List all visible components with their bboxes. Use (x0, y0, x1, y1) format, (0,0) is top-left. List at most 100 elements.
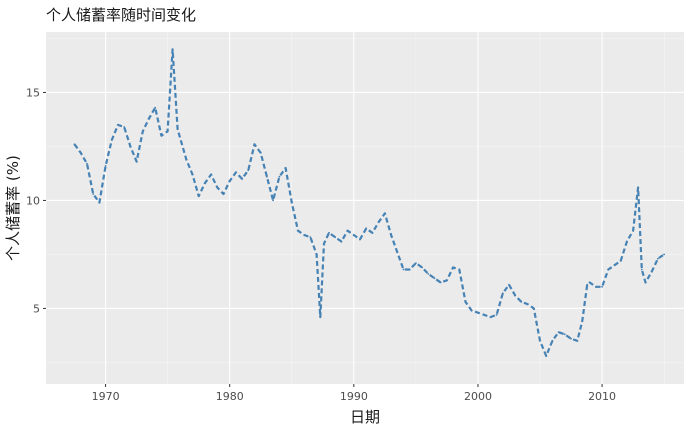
data-point (396, 251, 399, 254)
data-point (464, 301, 467, 303)
data-point (613, 264, 616, 267)
data-point (284, 167, 287, 169)
data-point (359, 238, 361, 241)
data-point (657, 257, 659, 260)
data-point (595, 285, 597, 288)
data-point (185, 158, 188, 161)
data-point (352, 234, 355, 236)
data-point (637, 186, 639, 189)
chart-title: 个人储蓄率随时间变化 (46, 6, 196, 24)
x-tick-label: 2000 (464, 390, 492, 403)
data-point (197, 195, 200, 198)
data-point (315, 253, 318, 256)
data-point (532, 307, 535, 310)
data-point (371, 231, 374, 234)
data-point (495, 314, 498, 316)
data-point (266, 175, 268, 178)
data-point (433, 277, 436, 280)
minor-grid-lines (46, 32, 684, 384)
data-point (588, 281, 591, 284)
data-point (576, 339, 579, 342)
data-point (191, 173, 194, 176)
data-point (222, 193, 225, 195)
data-point (601, 285, 603, 288)
data-point (323, 242, 325, 245)
data-point (129, 145, 132, 148)
x-tick-label: 1990 (340, 390, 368, 403)
data-point (551, 339, 554, 342)
y-axis-title: 个人储蓄率 (%) (4, 155, 22, 261)
data-point (421, 266, 423, 269)
data-point (204, 182, 206, 185)
series-layer (73, 48, 665, 357)
data-point (79, 152, 82, 154)
data-point (477, 311, 479, 314)
y-axis-ticks: 5 10 15 (26, 86, 46, 315)
data-point (104, 165, 107, 167)
data-point (663, 253, 665, 256)
data-point (303, 234, 306, 236)
data-point (489, 316, 492, 318)
data-point (73, 143, 76, 146)
data-point (210, 173, 213, 176)
data-point (154, 106, 157, 109)
data-point (570, 337, 572, 340)
major-grid-lines (46, 32, 684, 384)
data-point (340, 240, 343, 243)
data-point (92, 193, 95, 195)
x-axis-title: 日期 (350, 408, 380, 426)
data-point (458, 268, 461, 271)
plot-panel-background (46, 32, 684, 384)
y-tick-label: 5 (33, 302, 40, 315)
data-point (86, 162, 88, 165)
data-point (247, 169, 250, 172)
data-point (365, 227, 368, 230)
data-point (135, 160, 138, 163)
data-point (607, 268, 610, 271)
data-point (526, 303, 529, 305)
data-point (228, 180, 231, 182)
x-tick-label: 1970 (92, 390, 120, 403)
data-point (241, 177, 244, 180)
y-tick-label: 10 (26, 194, 40, 207)
data-point (632, 229, 634, 232)
data-point (160, 134, 163, 137)
data-point (390, 234, 392, 236)
data-point (501, 292, 504, 295)
data-point (346, 229, 349, 232)
data-point (640, 268, 643, 271)
data-point (272, 199, 274, 202)
data-point (319, 316, 322, 318)
data-point (650, 270, 653, 273)
data-point (415, 262, 417, 264)
data-point (235, 171, 237, 174)
data-point (328, 231, 330, 234)
data-point (148, 117, 150, 120)
data-point (545, 355, 548, 357)
data-point (166, 130, 169, 133)
data-point (446, 279, 448, 282)
data-point (427, 273, 430, 275)
data-point (439, 281, 442, 284)
data-point (377, 221, 380, 223)
data-point (508, 283, 510, 286)
data-point (581, 320, 584, 323)
data-point (110, 139, 113, 141)
data-point (470, 309, 473, 312)
data-point (297, 229, 299, 232)
data-point (402, 268, 405, 271)
data-point (176, 128, 179, 131)
data-point (539, 339, 541, 342)
data-point (141, 130, 144, 133)
data-point (626, 240, 628, 243)
data-point (514, 294, 517, 297)
data-point (644, 281, 647, 284)
x-axis-ticks: 1970 1980 1990 2000 2010 (92, 384, 616, 403)
data-point (557, 331, 560, 334)
data-point (117, 124, 119, 126)
data-point (452, 266, 454, 269)
y-tick-label: 15 (26, 86, 40, 99)
data-point (259, 152, 262, 154)
data-point (586, 283, 589, 286)
